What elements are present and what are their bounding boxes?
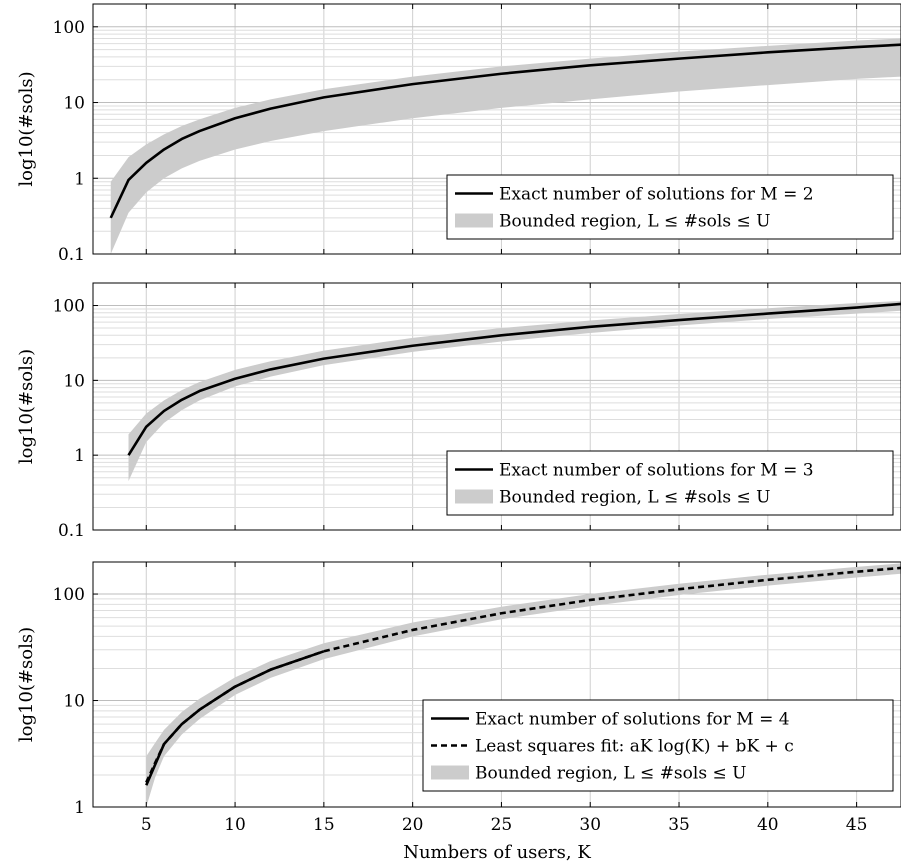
legend-box <box>422 699 894 792</box>
y-tick-label: 100 <box>53 585 85 605</box>
bounded-region-band <box>146 563 901 807</box>
x-tick-label: 20 <box>402 815 424 835</box>
plot-area <box>145 563 901 807</box>
legend-swatch-band <box>455 213 493 228</box>
legend-box <box>446 174 894 240</box>
legend: Exact number of solutions for M = 3 Bound… <box>446 450 894 516</box>
x-tick-label: 45 <box>846 815 868 835</box>
legend-label: Bounded region, L ≤ #sols ≤ U <box>499 212 770 232</box>
legend-swatch-band <box>455 489 493 504</box>
exact-solutions-line <box>127 302 901 456</box>
y-tick-label: 0.1 <box>58 521 85 541</box>
least-squares-fit-line <box>145 566 901 783</box>
exact-solutions-line <box>109 43 901 219</box>
plot-frame <box>92 282 901 531</box>
y-axis-title: log10(#sols) <box>16 349 37 464</box>
legend: Exact number of solutions for M = 4 Least… <box>422 699 894 792</box>
bounded-region-band <box>128 300 901 482</box>
legend-label: Least squares fit: aK log(K) + bK + c <box>475 737 794 757</box>
bounded-region-band <box>110 38 901 254</box>
plot-area <box>127 300 901 482</box>
y-tick-label: 10 <box>63 94 85 114</box>
y-axis-title: log10(#sols) <box>16 71 37 186</box>
y-tick-label: 10 <box>63 371 85 391</box>
x-tick-label: 10 <box>224 815 246 835</box>
plot-frame <box>92 561 901 808</box>
tick-marks <box>93 562 858 808</box>
y-tick-label: 100 <box>53 297 85 317</box>
tick-marks <box>93 4 858 255</box>
y-tick-label: 100 <box>53 18 85 38</box>
y-axis-title: log10(#sols) <box>16 627 37 742</box>
x-axis-title: Numbers of users, K <box>403 842 591 863</box>
panel-2: 0.1 1 10 100 log10(#sols) Exact number of sol… <box>16 282 901 541</box>
legend-box <box>446 450 894 516</box>
panel-3: 1 10 100 5 10 15 20 25 30 35 40 45 log10(#sols) Numbe… <box>16 561 901 863</box>
x-tick-label: 40 <box>757 815 779 835</box>
legend-label: Bounded region, L ≤ #sols ≤ U <box>499 488 770 508</box>
x-tick-label: 30 <box>579 815 601 835</box>
panel-1: 0.1 1 10 100 log10(#sols) Exact number of sol… <box>16 3 901 265</box>
y-tick-label: 1 <box>74 446 85 466</box>
legend-label: Exact number of solutions for M = 4 <box>475 710 790 730</box>
legend-label: Exact number of solutions for M = 2 <box>499 185 814 205</box>
x-tick-label: 35 <box>668 815 690 835</box>
legend-label: Exact number of solutions for M = 3 <box>499 461 814 481</box>
tick-marks <box>93 283 858 531</box>
plot-frame <box>92 3 901 255</box>
y-tick-label: 1 <box>74 169 85 189</box>
y-tick-label: 1 <box>74 798 85 818</box>
legend-swatch-band <box>431 765 469 780</box>
y-tick-label: 10 <box>63 692 85 712</box>
x-tick-label: 5 <box>141 815 152 835</box>
legend: Exact number of solutions for M = 2 Bound… <box>446 174 894 240</box>
y-tick-label: 0.1 <box>58 245 85 265</box>
plot-area <box>109 38 901 254</box>
x-tick-label: 25 <box>491 815 513 835</box>
legend-label: Bounded region, L ≤ #sols ≤ U <box>475 764 746 784</box>
x-tick-label: 15 <box>313 815 335 835</box>
